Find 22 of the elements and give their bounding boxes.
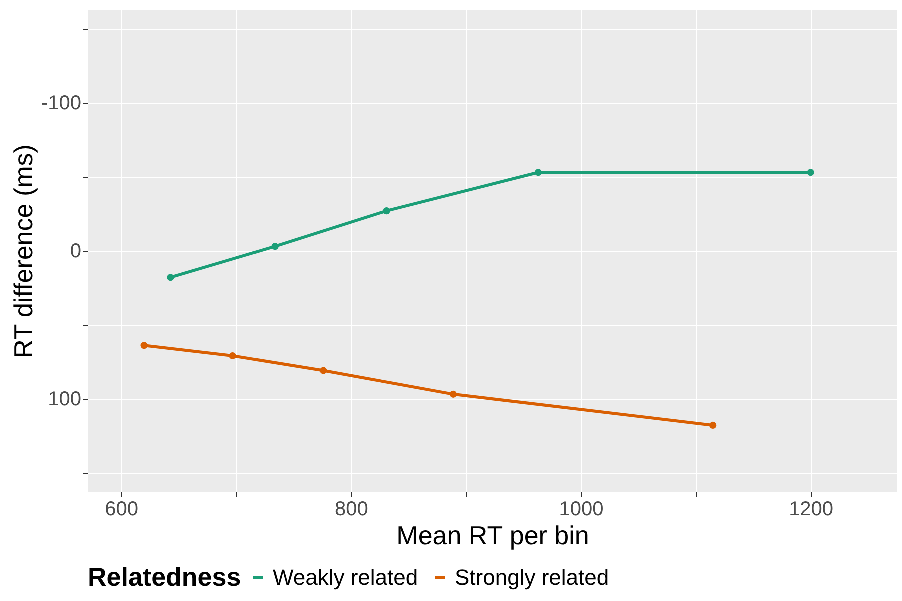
y-tick-label: 0 [70, 240, 82, 262]
point [229, 352, 236, 360]
legend-label: Strongly related [455, 565, 610, 590]
legend-title: Relatedness [88, 562, 242, 592]
point [710, 422, 717, 429]
x-axis-title: Mean RT per bin [396, 520, 590, 550]
y-tick-label: 100 [48, 388, 82, 410]
point [320, 367, 328, 374]
x-tick-label: 1200 [789, 498, 834, 520]
legend-label: Weakly related [273, 565, 418, 590]
point [272, 243, 279, 250]
x-tick-label: 600 [105, 498, 139, 520]
y-tick-label: -100 [41, 92, 82, 115]
y-axis-title: RT difference (ms) [8, 144, 38, 358]
point [450, 390, 457, 398]
x-tick-label: 800 [334, 498, 368, 520]
point [534, 169, 542, 176]
point [807, 169, 814, 176]
point [140, 342, 148, 350]
point [383, 208, 390, 215]
point [167, 274, 174, 282]
x-tick-label: 1000 [559, 498, 604, 520]
